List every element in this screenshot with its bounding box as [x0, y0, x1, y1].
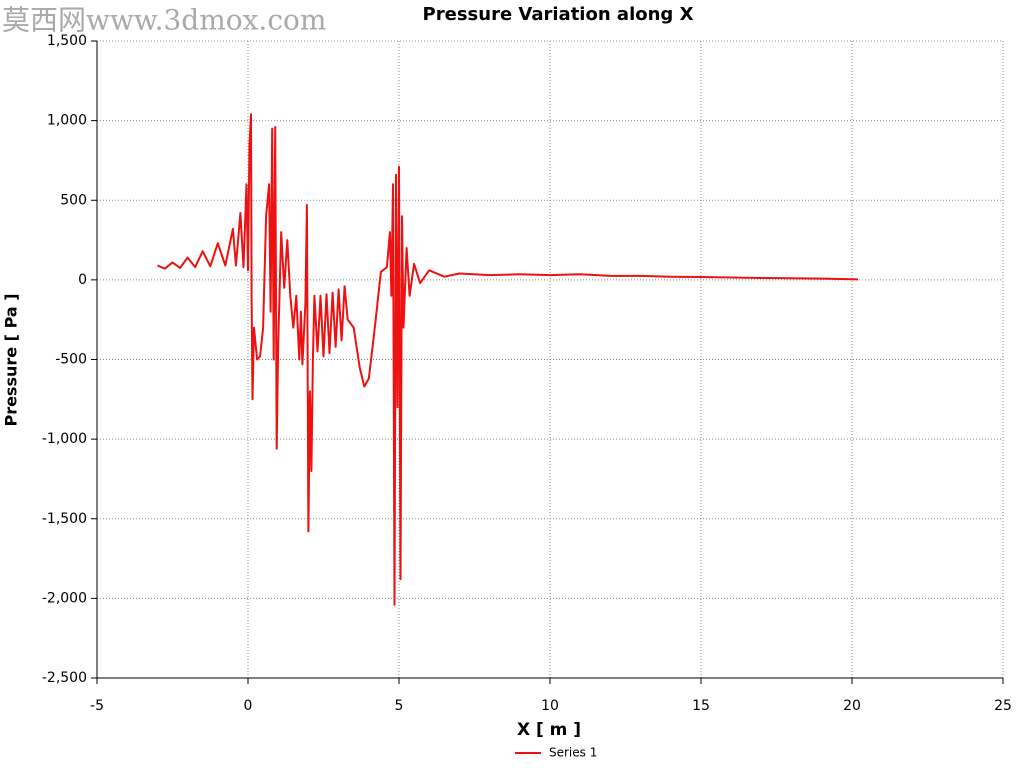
watermark: 莫西网www.3dmox.com — [2, 4, 326, 37]
x-tick-label: -5 — [90, 698, 104, 714]
y-tick-label: -1,500 — [42, 511, 87, 527]
y-tick-label: 1,500 — [47, 33, 87, 49]
y-tick-label: -1,000 — [42, 431, 87, 447]
y-tick-label: 0 — [78, 272, 87, 288]
y-tick-label: 500 — [60, 192, 87, 208]
y-tick-label: -500 — [55, 352, 87, 368]
chart-title: Pressure Variation along X — [423, 4, 694, 25]
y-tick-label: 1,000 — [47, 113, 87, 129]
y-tick-label: -2,500 — [42, 670, 87, 686]
legend-label: Series 1 — [549, 746, 597, 760]
x-axis-label: X [ m ] — [517, 720, 581, 740]
x-tick-label: 25 — [994, 698, 1012, 714]
x-tick-label: 5 — [395, 698, 404, 714]
y-axis-label: Pressure [ Pa ] — [2, 293, 21, 426]
series-line — [157, 113, 859, 606]
x-tick-label: 20 — [843, 698, 861, 714]
x-tick-label: 0 — [244, 698, 253, 714]
y-tick-label: -2,000 — [42, 590, 87, 606]
x-tick-label: 15 — [692, 698, 710, 714]
x-tick-label: 10 — [541, 698, 559, 714]
